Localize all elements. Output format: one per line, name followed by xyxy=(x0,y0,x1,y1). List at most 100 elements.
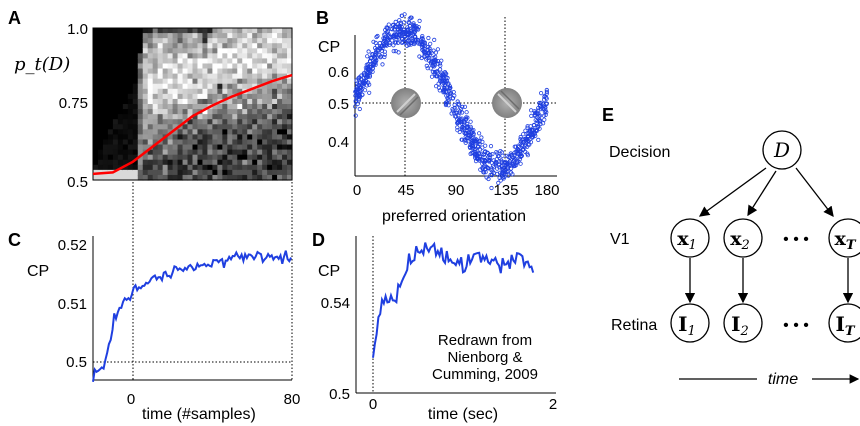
heatmap-cell xyxy=(187,149,194,156)
heatmap-cell xyxy=(147,174,154,181)
heatmap-cell xyxy=(287,139,293,146)
heatmap-cell xyxy=(132,83,139,90)
heatmap-cell xyxy=(172,98,179,105)
scatter-point xyxy=(530,132,535,137)
heatmap-cell xyxy=(197,114,204,120)
scatter-point xyxy=(497,170,503,175)
heatmap-cell xyxy=(112,124,119,130)
heatmap-cell xyxy=(217,169,223,176)
heatmap-cell xyxy=(97,149,104,156)
heatmap-cell xyxy=(102,159,109,166)
heatmap-cell xyxy=(167,63,174,70)
heatmap-cell xyxy=(157,63,164,70)
heatmap-cell xyxy=(172,58,179,65)
heatmap-cell xyxy=(232,53,238,59)
heatmap-cell xyxy=(97,38,104,44)
heatmap-cell xyxy=(242,68,248,75)
heatmap-cell xyxy=(212,139,218,146)
heatmap-cell xyxy=(232,164,238,171)
heatmap-cell xyxy=(257,63,263,70)
heatmap-cell xyxy=(247,129,253,135)
scatter-point xyxy=(443,100,449,105)
heatmap-cell xyxy=(202,78,209,85)
heatmap-cell xyxy=(222,93,228,100)
panel-c-ylabel: CP xyxy=(27,263,49,280)
heatmap-cell xyxy=(252,144,258,151)
heatmap-cell xyxy=(277,98,283,105)
heatmap-cell xyxy=(177,164,184,171)
heatmap-cell xyxy=(112,169,119,176)
heatmap-cell xyxy=(117,58,124,65)
heatmap-cell xyxy=(93,93,99,100)
heatmap-cell xyxy=(282,154,288,161)
scatter-point xyxy=(401,29,406,34)
heatmap-cell xyxy=(282,109,288,115)
heatmap-cell xyxy=(262,83,268,90)
heatmap-cell xyxy=(267,124,273,130)
heatmap-cell xyxy=(112,33,119,39)
scatter-point xyxy=(544,89,550,95)
heatmap-cell xyxy=(172,144,179,151)
heatmap-cell xyxy=(207,119,213,125)
heatmap-cell xyxy=(147,134,154,141)
heatmap-cell xyxy=(267,48,273,54)
edge-d-to-xt xyxy=(795,167,834,218)
heatmap-cell xyxy=(227,104,233,110)
heatmap-cell xyxy=(197,93,204,100)
heatmap-cell xyxy=(272,73,278,80)
panel-c-ytick-3: 0.5 xyxy=(66,354,87,371)
heatmap-cell xyxy=(282,43,288,49)
scatter-point xyxy=(379,44,384,49)
heatmap-cell xyxy=(237,33,243,39)
heatmap-cell xyxy=(122,83,129,90)
heatmap-cell xyxy=(157,114,164,120)
heatmap-cell xyxy=(102,114,109,120)
heatmap-cell xyxy=(117,43,124,49)
scatter-point xyxy=(402,40,408,45)
heatmap-cell xyxy=(142,83,149,90)
panel-b-xlabel: preferred orientation xyxy=(382,208,526,225)
heatmap-cell xyxy=(142,119,149,125)
heatmap-cell xyxy=(252,28,258,34)
heatmap-cell xyxy=(147,28,154,34)
heatmap-cell xyxy=(217,154,223,161)
heatmap-cell xyxy=(127,104,134,110)
heatmap-cell xyxy=(167,154,174,161)
scatter-point xyxy=(479,135,484,140)
heatmap-cell xyxy=(187,119,194,125)
heatmap-cell xyxy=(102,78,109,85)
heatmap-cell xyxy=(152,164,159,171)
heatmap-cell xyxy=(97,114,104,120)
heatmap-cell xyxy=(202,38,209,44)
heatmap-cell xyxy=(222,144,228,151)
heatmap-cell xyxy=(152,93,159,100)
heatmap-cell xyxy=(142,104,149,110)
heatmap-cell xyxy=(102,104,109,110)
heatmap-cell xyxy=(162,98,169,105)
scatter-point xyxy=(406,27,411,32)
heatmap-cell xyxy=(112,78,119,85)
heatmap-cell xyxy=(252,134,258,141)
heatmap-cell xyxy=(93,83,99,90)
heatmap-cell xyxy=(237,109,243,115)
heatmap-cell xyxy=(117,159,124,166)
heatmap-cell xyxy=(172,68,179,75)
heatmap-cell xyxy=(212,129,218,135)
heatmap-cell xyxy=(137,114,144,120)
heatmap-cell xyxy=(167,139,174,146)
heatmap-cell xyxy=(202,98,209,105)
heatmap-cell xyxy=(227,38,233,44)
heatmap-cell xyxy=(282,28,288,34)
scatter-point xyxy=(520,147,526,152)
scatter-point xyxy=(462,104,468,109)
heatmap-cell xyxy=(257,164,263,171)
heatmap-cell xyxy=(167,98,174,105)
heatmap-cell xyxy=(182,38,189,44)
heatmap-cell xyxy=(287,129,293,135)
heatmap-cell xyxy=(102,164,109,171)
heatmap-cell xyxy=(177,144,184,151)
heatmap-cell xyxy=(147,149,154,156)
scatter-point xyxy=(454,110,459,116)
heatmap-cell xyxy=(217,73,223,80)
heatmap-cell xyxy=(177,78,184,85)
